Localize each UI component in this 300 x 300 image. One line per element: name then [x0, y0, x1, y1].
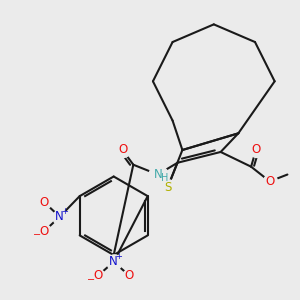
Text: O: O [39, 225, 49, 238]
Text: O: O [125, 269, 134, 282]
Text: O: O [251, 143, 261, 157]
Text: O: O [39, 196, 49, 208]
Text: O: O [265, 175, 274, 188]
Text: −: − [34, 230, 42, 240]
Text: H: H [160, 173, 168, 183]
Text: +: + [116, 252, 122, 261]
Text: N: N [109, 255, 118, 268]
Text: N: N [154, 168, 162, 181]
Text: S: S [164, 181, 171, 194]
Text: +: + [61, 207, 68, 216]
Text: N: N [55, 210, 64, 223]
Text: O: O [93, 269, 103, 282]
Text: O: O [118, 143, 127, 157]
Text: −: − [87, 275, 96, 285]
